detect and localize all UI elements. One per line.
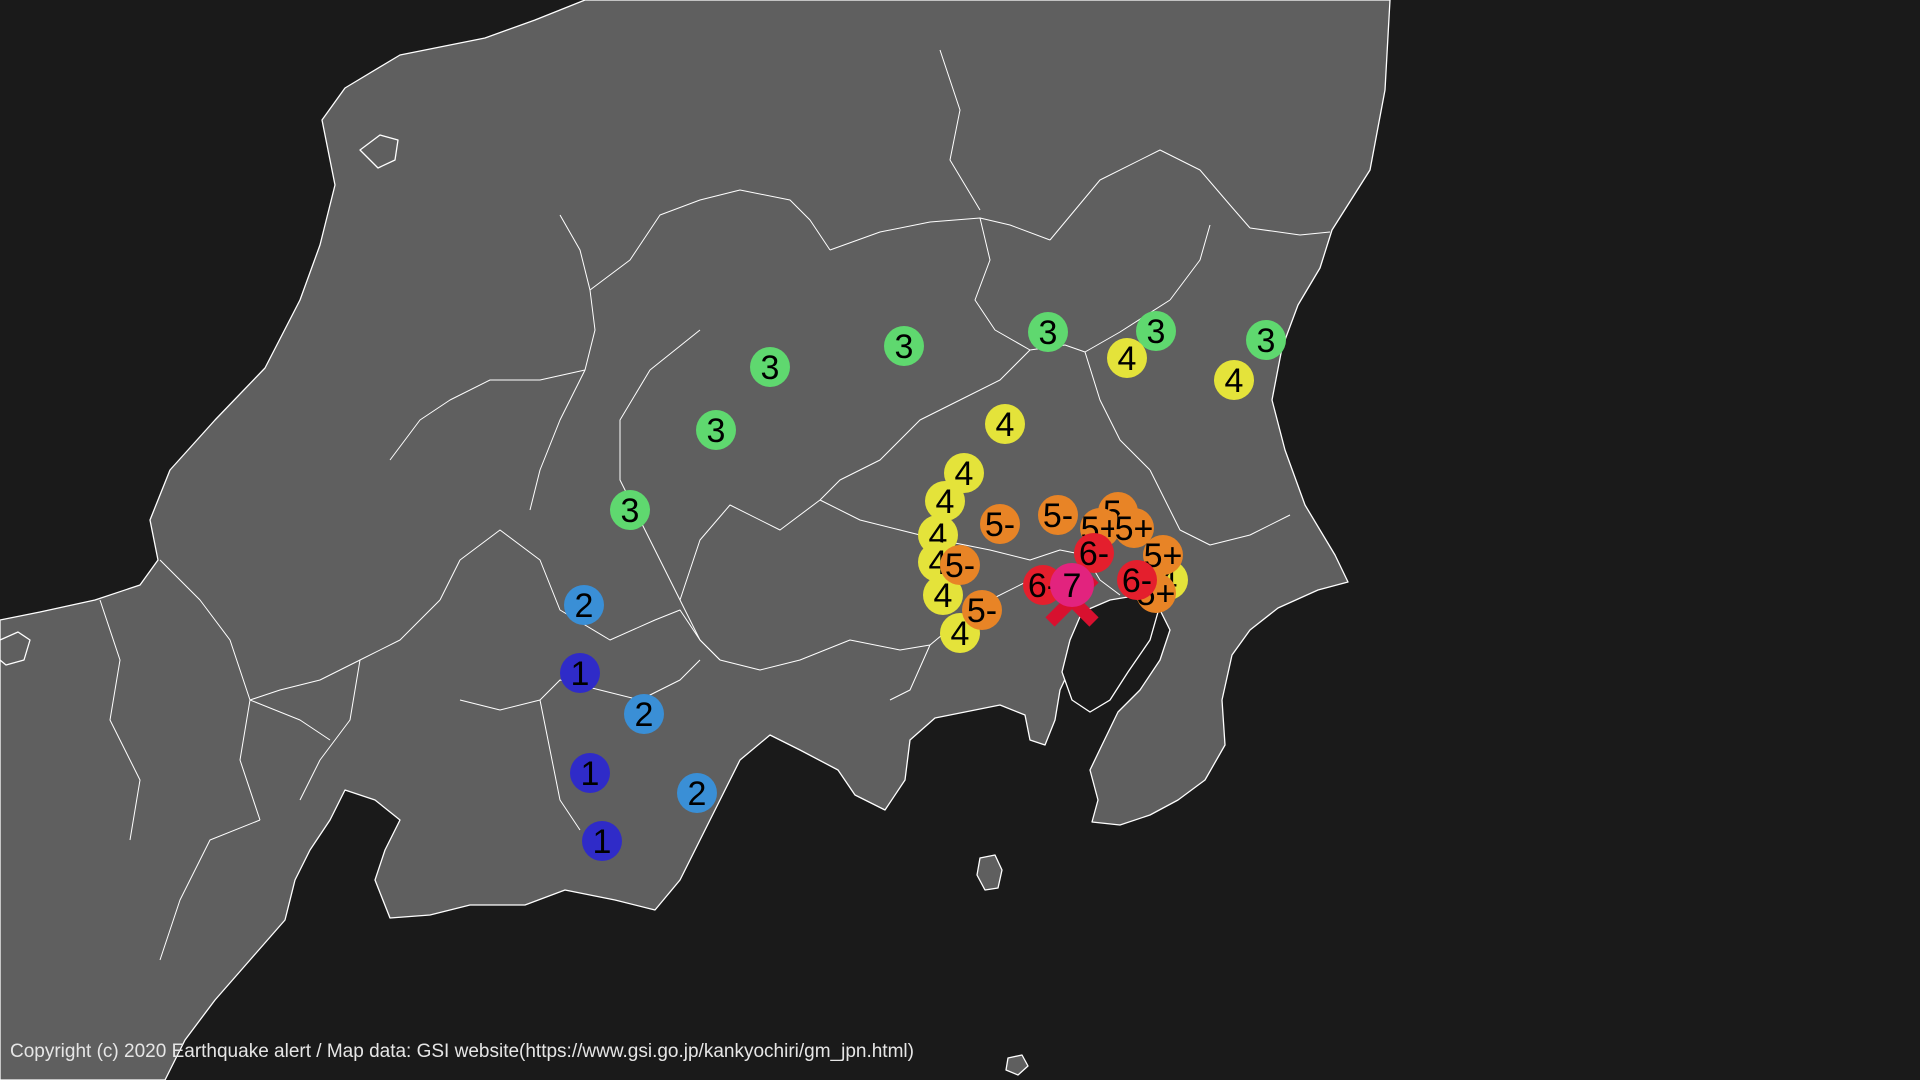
- station-intensity-label: 2: [688, 775, 707, 813]
- station-marker: 3: [1028, 312, 1068, 352]
- station-circle: [962, 590, 1002, 630]
- station-marker: 1: [582, 821, 622, 861]
- station-circle: [582, 821, 622, 861]
- station-intensity-label: 1: [571, 655, 590, 693]
- station-intensity-label: 1: [593, 823, 612, 861]
- station-marker: 3: [610, 490, 650, 530]
- station-marker: 3: [1136, 311, 1176, 351]
- honshu-landmass: [0, 0, 1391, 1080]
- station-intensity-label: 4: [936, 483, 955, 521]
- station-circle: [1107, 338, 1147, 378]
- station-circle: [1246, 320, 1286, 360]
- station-marker: 2: [564, 585, 604, 625]
- station-circle: [570, 753, 610, 793]
- station-intensity-label: 3: [895, 328, 914, 366]
- station-marker: 1: [560, 653, 600, 693]
- station-circle: [1114, 508, 1154, 548]
- station-circle: [560, 653, 600, 693]
- station-circle: [1028, 312, 1068, 352]
- station-circle: [750, 347, 790, 387]
- station-intensity-label: 4: [1118, 340, 1137, 378]
- sado-tip: [359, 134, 399, 169]
- station-circle: [985, 404, 1025, 444]
- station-circle: [696, 410, 736, 450]
- station-intensity-label: 5+: [1115, 510, 1154, 548]
- station-intensity-label: 4: [996, 406, 1015, 444]
- station-marker: 3: [884, 326, 924, 366]
- station-marker: 4: [925, 481, 965, 521]
- station-circle: [1214, 360, 1254, 400]
- station-circle: [1143, 535, 1183, 575]
- station-marker: 5-: [940, 545, 980, 585]
- station-intensity-label: 5-: [945, 547, 975, 585]
- station-markers: 333333344444444442221115-5-5-5-5-5+5+5+5…: [560, 311, 1286, 861]
- station-circle: [564, 585, 604, 625]
- station-marker: 3: [750, 347, 790, 387]
- station-marker: 2: [624, 694, 664, 734]
- station-circle: [980, 504, 1020, 544]
- station-marker: 7: [1050, 563, 1094, 607]
- station-marker: 5+: [1143, 535, 1183, 575]
- station-circle: [940, 545, 980, 585]
- station-intensity-label: 5-: [967, 592, 997, 630]
- station-intensity-label: 4: [1225, 362, 1244, 400]
- station-circle: [923, 575, 963, 615]
- station-circle: [1117, 560, 1157, 600]
- station-marker: 5+: [1114, 508, 1154, 548]
- station-intensity-label: 3: [707, 412, 726, 450]
- station-intensity-label: 1: [581, 755, 600, 793]
- station-intensity-label: 2: [635, 696, 654, 734]
- station-circle: [884, 326, 924, 366]
- station-intensity-label: 3: [621, 492, 640, 530]
- station-intensity-label: 6-: [1122, 562, 1152, 600]
- station-intensity-label: 5-: [985, 506, 1015, 544]
- station-intensity-label: 3: [1147, 313, 1166, 351]
- small-island-south: [1005, 1054, 1029, 1076]
- station-circle: [610, 490, 650, 530]
- station-intensity-label: 4: [951, 615, 970, 653]
- station-marker: 4: [1214, 360, 1254, 400]
- station-marker: 3: [696, 410, 736, 450]
- station-marker: 4: [1107, 338, 1147, 378]
- station-marker: 2: [677, 773, 717, 813]
- station-circle: [1136, 311, 1176, 351]
- small-island-west: [0, 631, 31, 666]
- station-circle: [925, 481, 965, 521]
- station-marker: 4: [985, 404, 1025, 444]
- station-marker: 5-: [962, 590, 1002, 630]
- station-intensity-label: 3: [1039, 314, 1058, 352]
- station-intensity-label: 2: [575, 587, 594, 625]
- station-intensity-label: 4: [934, 577, 953, 615]
- station-circle: [944, 453, 984, 493]
- station-intensity-label: 5-: [1043, 497, 1073, 535]
- station-marker: 1: [570, 753, 610, 793]
- station-circle: [624, 694, 664, 734]
- izu-oshima-island: [976, 854, 1003, 891]
- station-intensity-label: 3: [761, 349, 780, 387]
- station-intensity-label: 4: [955, 455, 974, 493]
- station-circle: [1038, 495, 1078, 535]
- station-circle: [1074, 533, 1114, 573]
- station-marker: 3: [1246, 320, 1286, 360]
- station-marker: 6-: [1117, 560, 1157, 600]
- copyright-notice: Copyright (c) 2020 Earthquake alert / Ma…: [10, 1041, 914, 1062]
- station-marker: 4: [944, 453, 984, 493]
- station-circle: [677, 773, 717, 813]
- station-marker: 5-: [1038, 495, 1078, 535]
- station-marker: 4: [923, 575, 963, 615]
- station-marker: 5-: [980, 504, 1020, 544]
- station-intensity-label: 7: [1063, 567, 1082, 605]
- station-circle: [1050, 563, 1094, 607]
- station-intensity-label: 3: [1257, 322, 1276, 360]
